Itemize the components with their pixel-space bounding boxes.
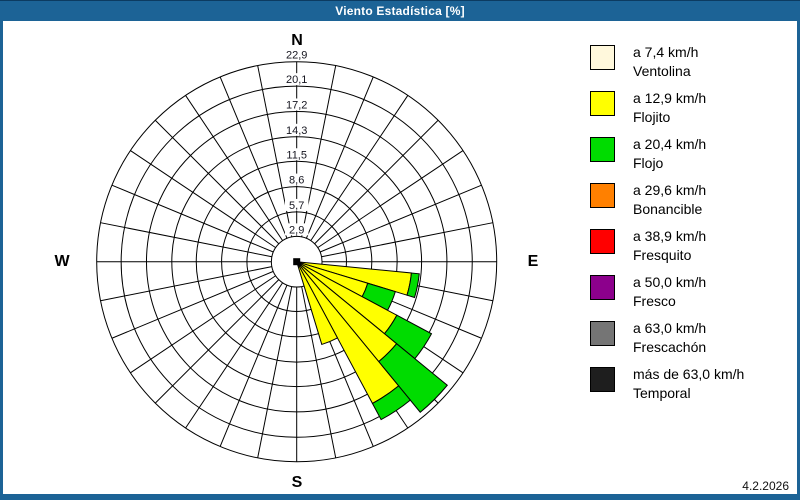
legend-speed-label: a 63,0 km/h [633,320,707,336]
ring-labels: 2,9 5,7 8,6 11,5 14,3 17,2 20,1 22,9 [281,48,312,236]
legend-beaufort-name: Bonancible [633,201,703,217]
legend-speed-label: a 38,9 km/h [633,228,707,244]
legend-color-swatch [590,183,615,208]
legend-color-swatch [590,321,615,346]
svg-text:8,6: 8,6 [289,175,304,187]
svg-text:5,7: 5,7 [289,200,304,212]
window-border-right [797,21,800,494]
svg-text:20,1: 20,1 [286,74,307,86]
compass-label-south: S [291,474,303,491]
wedge-segment [296,261,339,346]
wedge-segment [371,385,411,421]
legend-item-text: a 7,4 km/h Ventolina [633,43,698,81]
date-label: 4.2.2026 [742,479,789,493]
legend-speed-label: más de 63,0 km/h [633,366,745,382]
legend-color-swatch [590,45,615,70]
center-marker [293,258,301,266]
legend-speed-label: a 20,4 km/h [633,136,707,152]
legend-item: a 7,4 km/h Ventolina [590,43,790,83]
legend-item-text: a 38,9 km/h Fresquito [633,227,706,265]
legend-beaufort-name: Flojito [633,109,671,125]
legend-item: a 50,0 km/h Fresco [590,273,790,313]
svg-text:17,2: 17,2 [286,99,307,111]
title-bar[interactable]: Viento Estadística [%] [0,0,800,21]
legend-item-text: a 20,4 km/h Flojo [633,135,706,173]
legend-item-text: a 29,6 km/h Bonancible [633,181,706,219]
legend-item-text: a 50,0 km/h Fresco [633,273,706,311]
legend-beaufort-name: Temporal [633,385,691,401]
legend-item: más de 63,0 km/h Temporal [590,365,790,405]
compass-label-north: N [291,32,303,49]
legend: a 7,4 km/h Ventolina a 12,9 km/h Flojito a 2… [590,43,790,413]
legend-beaufort-name: Flojo [633,155,664,171]
compass-label-west: W [54,253,70,270]
svg-text:2,9: 2,9 [289,224,304,236]
legend-item: a 38,9 km/h Fresquito [590,227,790,267]
legend-item-text: más de 63,0 km/h Temporal [633,365,744,403]
legend-speed-label: a 7,4 km/h [633,44,699,60]
legend-beaufort-name: Frescachón [633,339,707,355]
wind-rose-chart: 2,9 5,7 8,6 11,5 14,3 17,2 20,1 22,9 [96,48,498,463]
legend-item: a 20,4 km/h Flojo [590,135,790,175]
legend-color-swatch [590,229,615,254]
svg-text:14,3: 14,3 [286,125,307,137]
legend-speed-label: a 29,6 km/h [633,182,707,198]
legend-beaufort-name: Fresquito [633,247,692,263]
legend-speed-label: a 12,9 km/h [633,90,707,106]
legend-speed-label: a 50,0 km/h [633,274,707,290]
compass-label-east: E [527,253,539,270]
svg-text:11,5: 11,5 [286,149,307,161]
legend-beaufort-name: Fresco [633,293,676,309]
legend-item-text: a 12,9 km/h Flojito [633,89,706,127]
wedge-segment [406,272,420,299]
legend-item: a 29,6 km/h Bonancible [590,181,790,221]
legend-color-swatch [590,367,615,392]
legend-color-swatch [590,275,615,300]
window-border-bottom [0,494,800,500]
legend-color-swatch [590,91,615,116]
legend-item-text: a 63,0 km/h Frescachón [633,319,706,357]
wedge-segment [377,342,448,413]
legend-color-swatch [590,137,615,162]
legend-item: a 63,0 km/h Frescachón [590,319,790,359]
legend-beaufort-name: Ventolina [633,63,691,79]
window-title: Viento Estadística [%] [335,4,465,18]
window-border-left [0,21,3,494]
wind-wedges [296,261,448,421]
svg-text:22,9: 22,9 [286,50,307,62]
legend-item: a 12,9 km/h Flojito [590,89,790,129]
